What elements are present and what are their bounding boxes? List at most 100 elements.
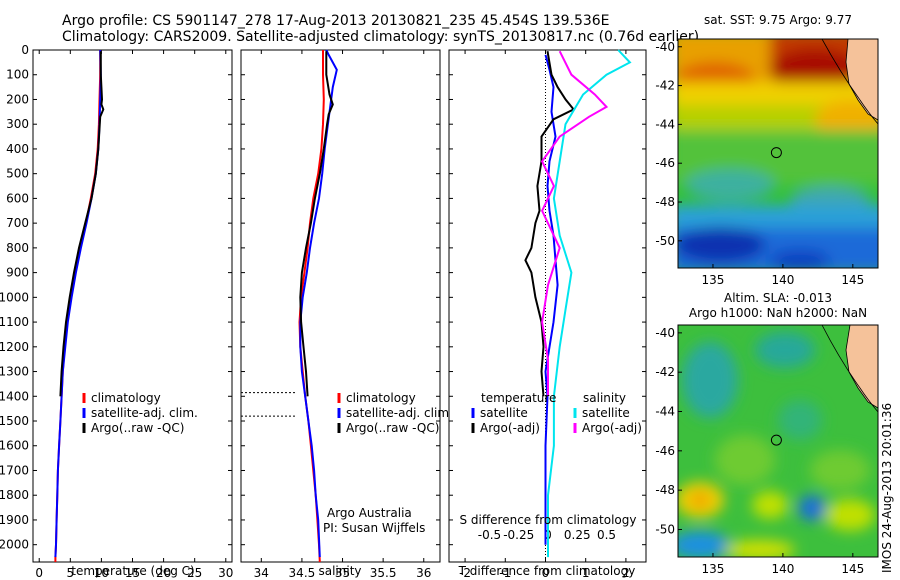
map-ytick-label: -46 xyxy=(655,156,675,170)
legend-label-s-argo: Argo(-adj) xyxy=(582,421,642,435)
map-ytick-label: -50 xyxy=(655,234,675,248)
legend-label-argo: Argo(..raw -QC) xyxy=(91,421,184,435)
xtick-label: 25 xyxy=(187,566,202,580)
ytick-label: 1400 xyxy=(0,389,29,403)
difference-panel: -2 -1 0 1 2-0.5 -0.25 0 0.25 0.5 T difference fr… xyxy=(448,49,647,580)
xtick-label: 20 xyxy=(156,566,171,580)
xtick-label: 1 xyxy=(582,566,590,580)
legend-label-satellite: satellite-adj. clim. xyxy=(91,406,198,420)
salinity-legend: climatology satellite-adj. clim. Argo(..… xyxy=(337,391,453,435)
xtick-label: 30 xyxy=(218,566,233,580)
figure-title-line1: Argo profile: CS 5901147_278 17-Aug-2013… xyxy=(62,13,610,29)
ytick-label: 900 xyxy=(6,266,29,280)
legend-label-satellite: satellite-adj. clim. xyxy=(346,406,453,420)
series-line-argo-raw-qc- xyxy=(299,51,334,397)
ytick-label: 1600 xyxy=(0,439,29,453)
xtick-label: 10 xyxy=(94,566,109,580)
map-ytick-label: -44 xyxy=(655,117,675,131)
ytick-label: 1200 xyxy=(0,340,29,354)
legend-label-climatology: climatology xyxy=(346,391,416,405)
xtick-label: -1 xyxy=(499,566,511,580)
series-line-s-satellite xyxy=(547,49,632,558)
ytick-label: 200 xyxy=(6,92,29,106)
ytick-label: 1700 xyxy=(0,463,29,477)
xtick2-label: 0.5 xyxy=(597,528,616,542)
xtick-label: 34 xyxy=(254,566,269,580)
xtick-label: -2 xyxy=(459,566,471,580)
salinity-panel: 34 34.5 35 35.5 36 salinity climatology sate… xyxy=(240,49,453,580)
ytick-label: 300 xyxy=(6,117,29,131)
xtick-label: 0 xyxy=(35,566,43,580)
legend-label-t-argo: Argo(-adj) xyxy=(480,421,540,435)
figure-title-line2: Climatology: CARS2009. Satellite-adjuste… xyxy=(62,29,700,45)
temperature-panel: 0 5 10 15 20 25 300100200300400500600700800900… xyxy=(0,43,233,580)
map-xtick-label: 140 xyxy=(771,562,794,576)
map-xtick-label: 140 xyxy=(771,273,794,287)
ytick-label: 700 xyxy=(6,216,29,230)
difference-xlabel2: S difference from climatology xyxy=(460,513,637,527)
map-ytick-label: -42 xyxy=(655,79,675,93)
ytick-label: 400 xyxy=(6,142,29,156)
xtick-label: 2 xyxy=(622,566,630,580)
map-ytick-label: -44 xyxy=(655,405,675,419)
map-xtick-label: 135 xyxy=(702,562,725,576)
legend-title-salinity: salinity xyxy=(583,391,626,405)
legend-label-climatology: climatology xyxy=(91,391,161,405)
ytick-label: 1000 xyxy=(0,290,29,304)
series-line-satellite-adj-clim- xyxy=(299,49,338,558)
ytick-label: 100 xyxy=(6,68,29,82)
salinity-axes-frame xyxy=(240,49,441,563)
series-line-t-argo-adj- xyxy=(524,51,576,397)
salinity-xlabel: salinity xyxy=(318,564,361,578)
sla-map-panel: Altim. SLA: -0.013 Argo h1000: NaN h2000… xyxy=(655,291,894,576)
ytick-label: 1800 xyxy=(0,488,29,502)
xtick-label: 0 xyxy=(542,566,550,580)
argo-australia-label: Argo Australia xyxy=(327,506,412,520)
series-line-s-argo-adj- xyxy=(540,50,609,397)
xtick2-label: 0.25 xyxy=(564,528,591,542)
sst-map-panel: sat. SST: 9.75 Argo: 9.77 xyxy=(655,13,879,287)
map-xtick-label: 145 xyxy=(841,562,864,576)
sst-argo-position-marker xyxy=(770,147,782,159)
ytick-label: 600 xyxy=(6,191,29,205)
ytick-label: 0 xyxy=(21,43,29,57)
map-ytick-label: -42 xyxy=(655,365,675,379)
sst-map-frame xyxy=(677,38,879,269)
map-ytick-label: -48 xyxy=(655,195,675,209)
legend-label-s-satellite: satellite xyxy=(582,406,630,420)
sst-heatmap xyxy=(678,39,878,268)
xtick-label: 5 xyxy=(66,566,74,580)
map-xtick-label: 145 xyxy=(841,273,864,287)
xtick-label: 35 xyxy=(335,566,350,580)
difference-legend: temperature satellite Argo(-adj) salinit… xyxy=(471,391,642,435)
map-ytick-label: -46 xyxy=(655,444,675,458)
xtick-label: 15 xyxy=(125,566,140,580)
map-xtick-label: 135 xyxy=(702,273,725,287)
xtick2-label: -0.5 xyxy=(478,528,501,542)
sla-argo-position-marker xyxy=(770,434,782,446)
ytick-label: 500 xyxy=(6,167,29,181)
map-ytick-label: -48 xyxy=(655,483,675,497)
map-ytick-label: -40 xyxy=(655,326,675,340)
series-line-argo-raw-qc- xyxy=(59,51,105,397)
ytick-label: 1300 xyxy=(0,365,29,379)
ytick-label: 1900 xyxy=(0,513,29,527)
xtick-label: 35.5 xyxy=(370,566,397,580)
sst-map-title: sat. SST: 9.75 Argo: 9.77 xyxy=(704,13,852,27)
map-ytick-label: -40 xyxy=(655,40,675,54)
imos-timestamp-label: IMOS 24-Aug-2013 20:01:36 xyxy=(880,403,894,573)
temperature-xlabel: temperature (deg C) xyxy=(71,564,194,578)
sla-heatmap xyxy=(678,325,878,557)
sla-map-frame xyxy=(677,324,879,558)
legend-title-temperature: temperature xyxy=(481,391,556,405)
xtick-label: 36 xyxy=(416,566,431,580)
legend-label-argo: Argo(..raw -QC) xyxy=(346,421,439,435)
ytick-label: 2000 xyxy=(0,538,29,552)
temperature-legend: climatology satellite-adj. clim. Argo(..… xyxy=(82,391,198,435)
sla-map-subtitle: Argo h1000: NaN h2000: NaN xyxy=(689,306,867,320)
ytick-label: 800 xyxy=(6,241,29,255)
xtick2-label: -0.25 xyxy=(503,528,534,542)
difference-axes-frame xyxy=(448,49,647,563)
legend-label-t-satellite: satellite xyxy=(480,406,528,420)
